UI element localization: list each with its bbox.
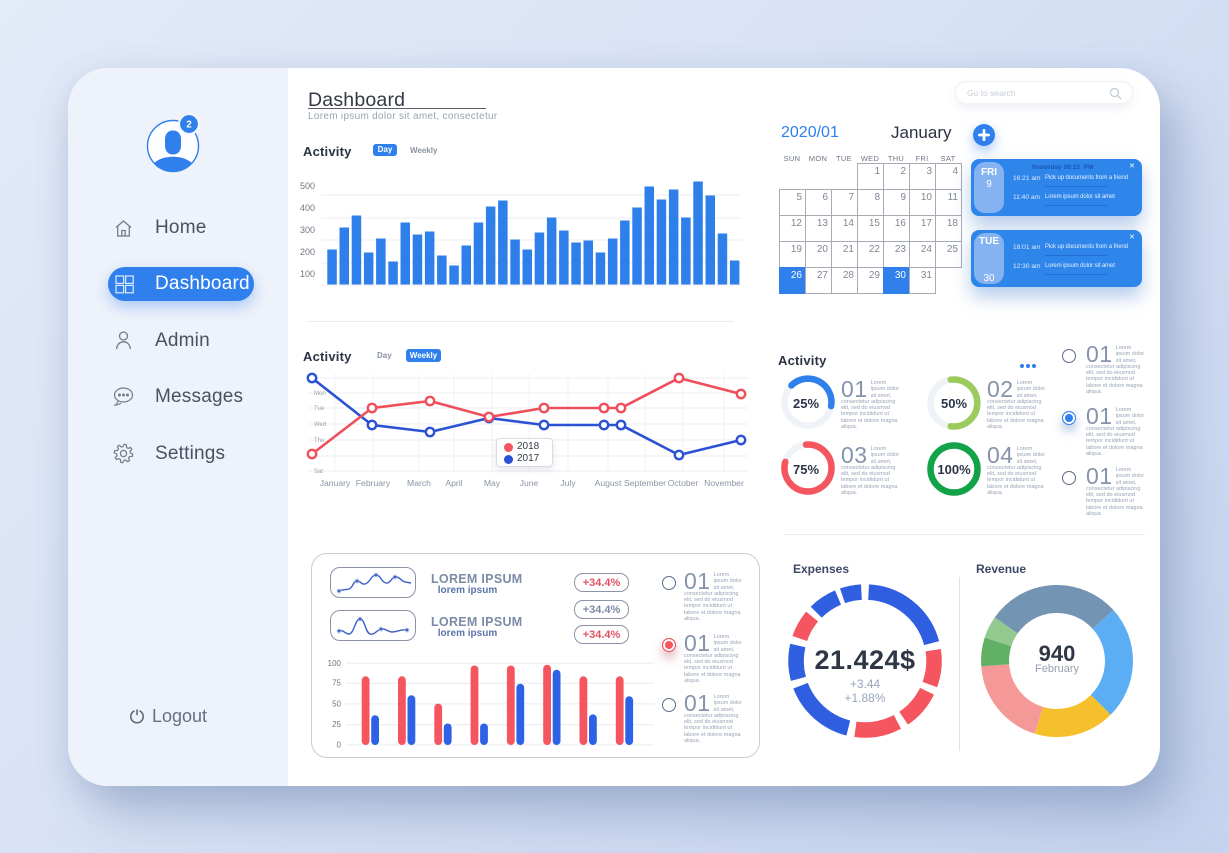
svg-text:September: September — [624, 478, 666, 488]
svg-text:100: 100 — [300, 269, 315, 279]
svg-text:Mon: Mon — [314, 391, 326, 397]
svg-text:100: 100 — [328, 659, 342, 668]
svg-text:October: October — [668, 478, 699, 488]
svg-text:May: May — [484, 478, 501, 488]
svg-text:June: June — [520, 478, 539, 488]
svg-text:Sat: Sat — [314, 469, 323, 475]
svg-text:Wed: Wed — [314, 422, 326, 428]
svg-text:Tue: Tue — [314, 406, 325, 412]
svg-text:2: 2 — [186, 120, 192, 131]
svg-text:75: 75 — [332, 679, 341, 688]
svg-text:July: July — [560, 478, 576, 488]
svg-text:200: 200 — [300, 247, 315, 257]
svg-text:400: 400 — [300, 203, 315, 213]
svg-text:August: August — [595, 478, 622, 488]
svg-text:April: April — [445, 478, 462, 488]
svg-text:500: 500 — [300, 181, 315, 191]
svg-text:November: November — [704, 478, 744, 488]
svg-text:25: 25 — [332, 720, 341, 729]
svg-text:January: January — [320, 478, 351, 488]
svg-text:February: February — [356, 478, 391, 488]
svg-text:300: 300 — [300, 225, 315, 235]
svg-text:50: 50 — [332, 699, 341, 708]
svg-text:0: 0 — [337, 740, 342, 749]
svg-text:March: March — [407, 478, 431, 488]
svg-text:Thu: Thu — [314, 438, 324, 444]
